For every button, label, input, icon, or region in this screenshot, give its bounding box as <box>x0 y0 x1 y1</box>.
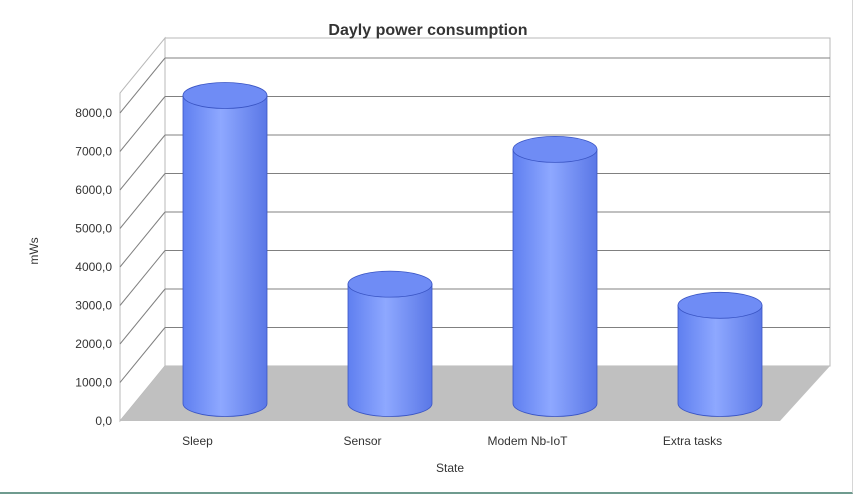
plot-walls <box>119 36 831 423</box>
gridline-side <box>119 134 166 191</box>
y-tick-label: 0,0 <box>95 414 112 428</box>
bar-top <box>182 82 268 109</box>
y-tick-label: 6000,0 <box>75 183 112 197</box>
x-axis-categories: Sleep Sensor Modem Nb-IoT Extra tasks <box>182 434 722 448</box>
gridline-side <box>119 327 166 383</box>
x-tick-label: Modem Nb-IoT <box>487 434 568 448</box>
bar-top <box>677 291 763 319</box>
y-tick-label: 4000,0 <box>75 260 112 274</box>
x-tick-label: Sleep <box>182 434 213 448</box>
bars <box>182 82 763 417</box>
gridline-side <box>119 211 166 268</box>
bar-body <box>512 149 598 417</box>
bar-body <box>677 304 763 417</box>
y-tick-label: 8000,0 <box>75 106 112 120</box>
chart-title: Dayly power consumption <box>328 22 527 39</box>
gridline-side <box>119 288 166 345</box>
bar-body <box>182 95 268 417</box>
y-tick-label: 2000,0 <box>75 337 112 351</box>
bar <box>182 82 268 417</box>
floor <box>120 366 830 421</box>
gridline-side <box>119 173 166 229</box>
gridline-side <box>119 96 166 152</box>
side-wall <box>119 36 166 423</box>
gridline-side <box>119 57 166 114</box>
y-axis-label: mWs <box>27 237 41 264</box>
y-axis-ticks: 0,0 1000,0 2000,0 3000,0 4000,0 5000,0 6000,0 7… <box>75 106 112 428</box>
y-tick-label: 1000,0 <box>75 376 112 390</box>
y-tick-label: 7000,0 <box>75 145 112 159</box>
bar-top <box>347 270 433 298</box>
bar <box>677 291 763 417</box>
x-tick-label: Extra tasks <box>663 434 722 448</box>
y-tick-label: 3000,0 <box>75 299 112 313</box>
bar <box>512 135 598 417</box>
x-tick-label: Sensor <box>343 434 381 448</box>
bar-body <box>347 283 433 417</box>
bar <box>347 270 433 417</box>
x-axis-label: State <box>436 461 464 475</box>
y-tick-label: 5000,0 <box>75 222 112 236</box>
gridline-side <box>119 250 166 306</box>
bar-top <box>512 135 598 163</box>
